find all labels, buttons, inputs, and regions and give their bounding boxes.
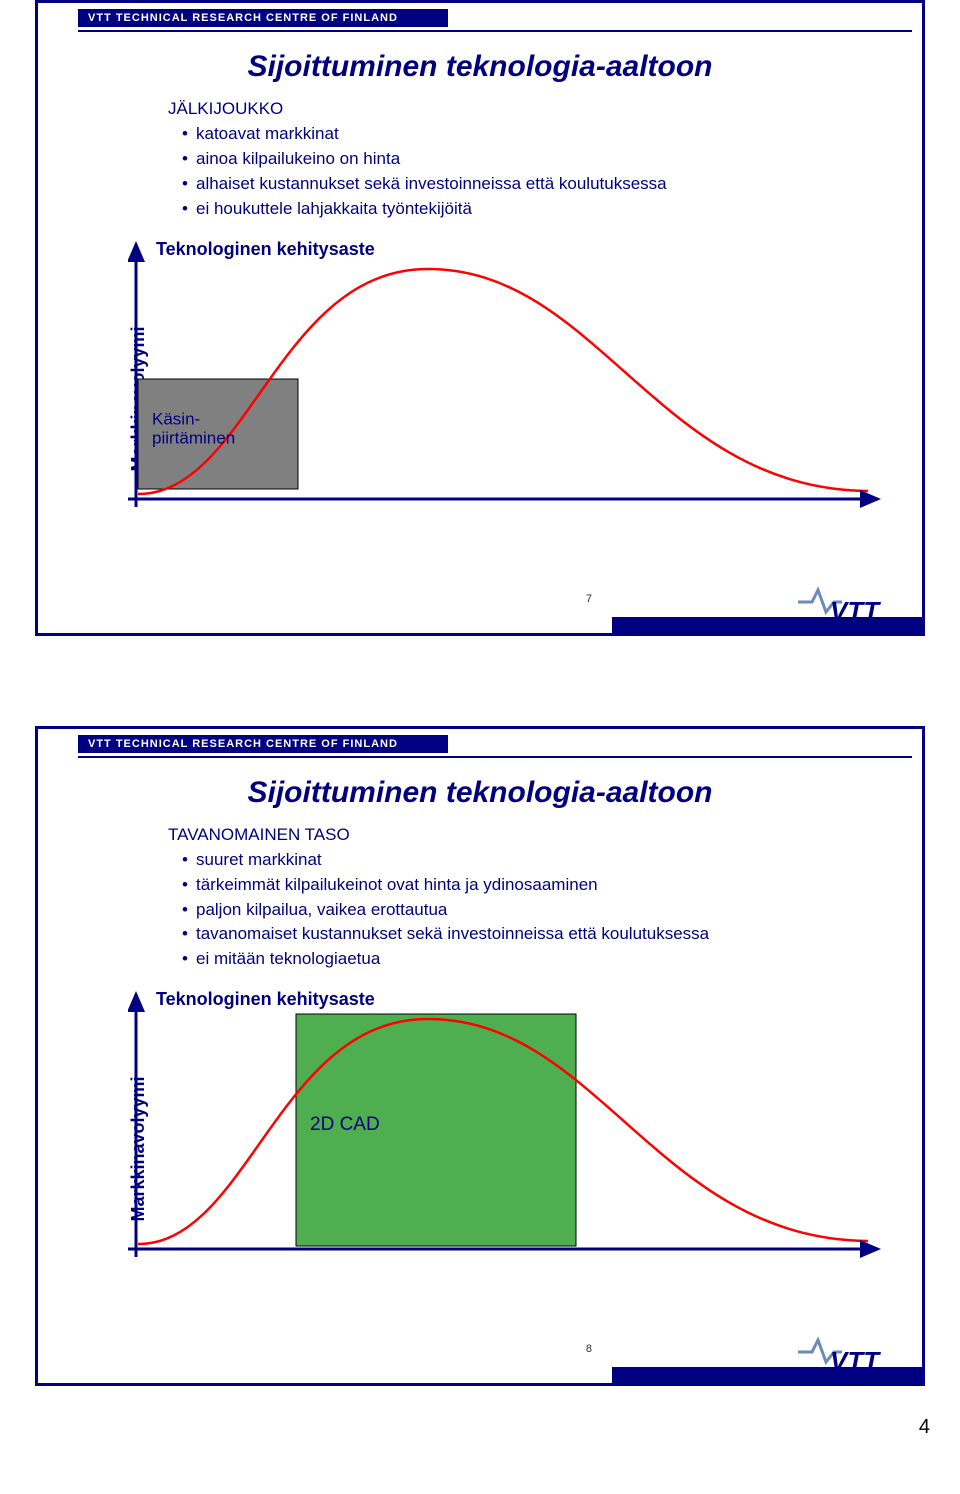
bullet-list: suuret markkinattärkeimmät kilpailukeino… <box>168 849 728 972</box>
slide: VTT TECHNICAL RESEARCH CENTRE OF FINLAND… <box>35 726 925 1387</box>
slide: VTT TECHNICAL RESEARCH CENTRE OF FINLAND… <box>35 0 925 636</box>
bullet-item: katoavat markkinat <box>182 123 728 146</box>
bullet-item: ainoa kilpailukeino on hinta <box>182 148 728 171</box>
header-bar: VTT TECHNICAL RESEARCH CENTRE OF FINLAND <box>78 9 448 27</box>
bullet-item: ei houkuttele lahjakkaita työntekijöitä <box>182 198 728 221</box>
bullet-item: ei mitään teknologiaetua <box>182 948 728 971</box>
bullet-list: katoavat markkinatainoa kilpailukeino on… <box>168 123 728 221</box>
slide-page-number: 8 <box>586 1343 592 1355</box>
vtt-logo: VTT <box>794 582 904 633</box>
header-underline <box>78 30 912 32</box>
chart-svg: 2D CAD <box>128 989 888 1259</box>
vtt-logo: VTT <box>794 1332 904 1383</box>
content-subhead: TAVANOMAINEN TASO <box>168 824 728 847</box>
bullet-item: tavanomaiset kustannukset sekä investoin… <box>182 923 728 946</box>
bullet-item: alhaiset kustannukset sekä investoinneis… <box>182 173 728 196</box>
chart-zone: MarkkinavolyymiKäsin-piirtäminenTeknolog… <box>78 239 882 559</box>
bullet-item: paljon kilpailua, vaikea erottautua <box>182 899 728 922</box>
document-page-number: 4 <box>0 1416 930 1439</box>
svg-text:VTT: VTT <box>830 596 881 626</box>
bullet-item: tärkeimmät kilpailukeinot ovat hinta ja … <box>182 874 728 897</box>
slide-title: Sijoittuminen teknologia-aaltoon <box>78 50 882 84</box>
highlight-box-label: piirtäminen <box>152 428 235 447</box>
content-subhead: JÄLKIJOUKKO <box>168 98 728 121</box>
content-block: JÄLKIJOUKKOkatoavat markkinatainoa kilpa… <box>168 98 728 221</box>
bullet-item: suuret markkinat <box>182 849 728 872</box>
chart-zone: Markkinavolyymi2D CADTeknologinen kehity… <box>78 989 882 1309</box>
highlight-box-label: 2D CAD <box>310 1114 380 1135</box>
highlight-box-label: Käsin- <box>152 409 200 428</box>
slide-page-number: 7 <box>586 593 592 605</box>
svg-text:VTT: VTT <box>830 1346 881 1376</box>
header-bar: VTT TECHNICAL RESEARCH CENTRE OF FINLAND <box>78 735 448 753</box>
header-underline <box>78 756 912 758</box>
content-block: TAVANOMAINEN TASOsuuret markkinattärkeim… <box>168 824 728 972</box>
chart-svg: Käsin-piirtäminen <box>128 239 888 509</box>
slide-title: Sijoittuminen teknologia-aaltoon <box>78 776 882 810</box>
